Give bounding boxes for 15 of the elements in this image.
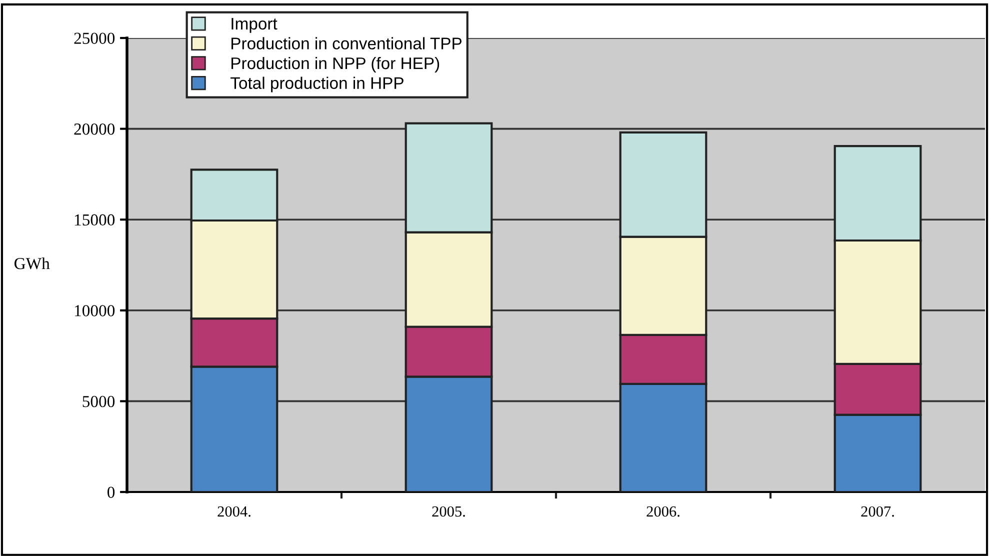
- y-tick-label: 15000: [74, 214, 115, 226]
- legend-label: Total production in HPP: [230, 76, 404, 92]
- x-tick-label: 2004.: [218, 506, 250, 517]
- y-tick-label: 0: [107, 486, 115, 498]
- x-tick-label: 2005.: [432, 506, 465, 517]
- legend-label: Import: [232, 18, 278, 33]
- y-tick-label: 10000: [74, 305, 115, 316]
- y-tick-label: 25000: [74, 32, 115, 44]
- y-axis-title: GWh: [14, 257, 50, 270]
- y-tick-label: 20000: [74, 124, 115, 135]
- legend-label: Production in NPP (for HEP): [232, 56, 440, 72]
- x-tick-label: 2007.: [861, 506, 894, 517]
- x-tick-label: 2006.: [646, 506, 680, 517]
- y-tick-label: 5000: [82, 396, 115, 408]
- legend-label: Production in conventional TPP: [232, 37, 462, 50]
